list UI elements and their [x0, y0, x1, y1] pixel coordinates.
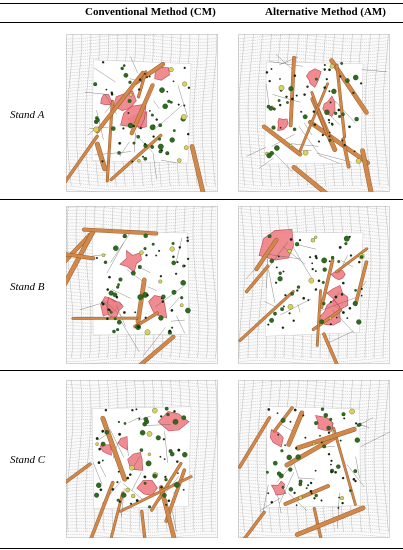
stem-map	[238, 380, 390, 538]
stem-map	[66, 206, 218, 364]
map-stand-a-cm	[66, 34, 218, 192]
table-top-rule	[0, 3, 403, 4]
map-stand-b-cm	[66, 206, 218, 364]
table-bottom-rule	[0, 548, 403, 549]
stem-map	[238, 34, 390, 192]
column-header-cm: Conventional Method (CM)	[85, 6, 216, 18]
column-header-am: Alternative Method (AM)	[265, 6, 386, 18]
stem-map	[66, 380, 218, 538]
stem-map	[238, 206, 390, 364]
stem-map	[66, 34, 218, 192]
table-header-rule	[0, 22, 403, 23]
row-separator-b-c	[0, 370, 403, 371]
row-separator-a-b	[0, 199, 403, 200]
map-stand-b-am	[238, 206, 390, 364]
map-stand-c-cm	[66, 380, 218, 538]
map-stand-a-am	[238, 34, 390, 192]
row-label-stand-c: Stand C	[10, 454, 46, 466]
row-label-stand-a: Stand A	[10, 109, 45, 121]
row-label-stand-b: Stand B	[10, 281, 45, 293]
map-stand-c-am	[238, 380, 390, 538]
